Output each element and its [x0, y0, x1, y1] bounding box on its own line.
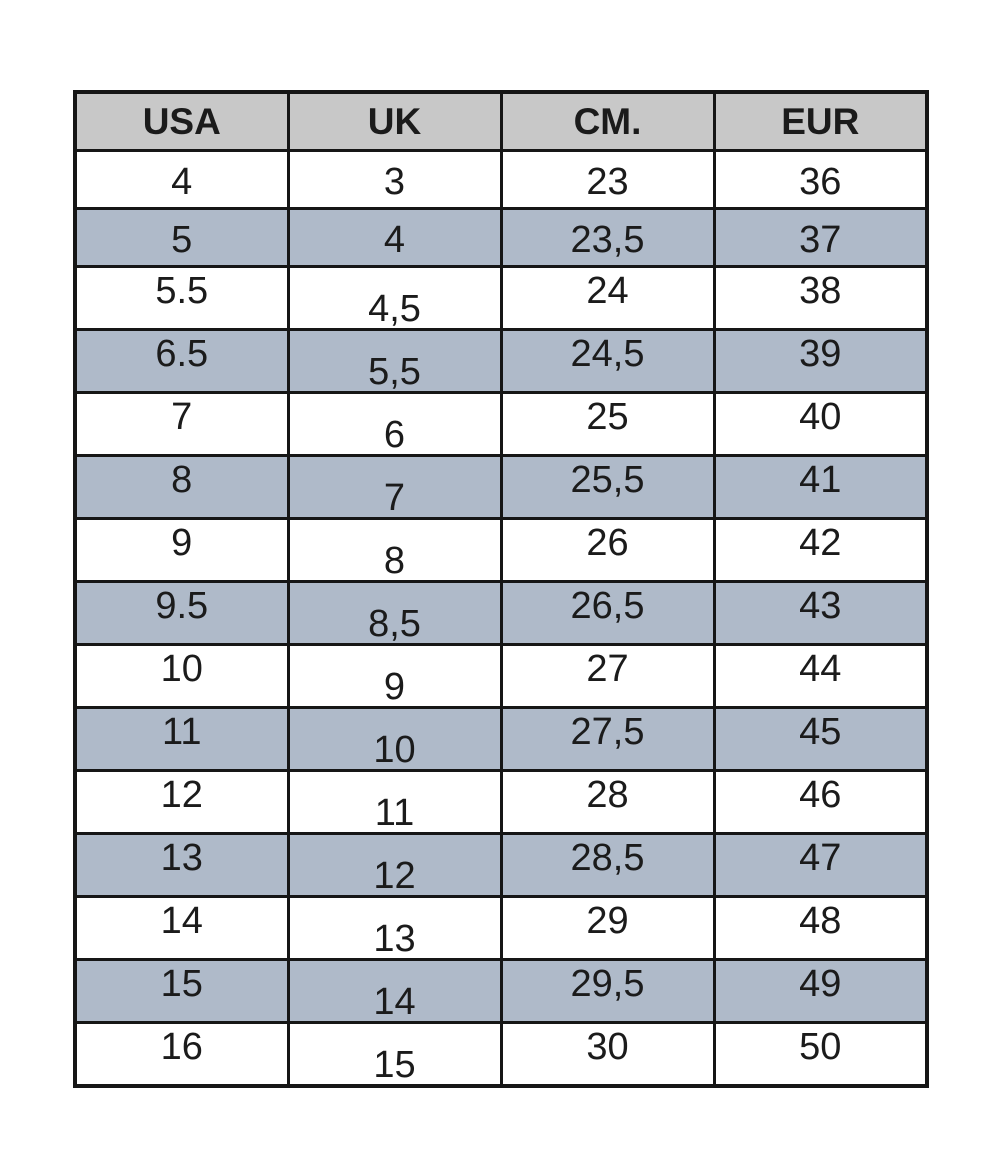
- table-cell: 40: [712, 390, 929, 457]
- table-cell: 13: [286, 894, 503, 961]
- table-cell: 7: [73, 390, 290, 457]
- header-cell-cm: CM.: [499, 90, 716, 152]
- table-cell: 41: [712, 453, 929, 520]
- header-cell-uk: UK: [286, 90, 503, 152]
- table-cell: 4,5: [286, 264, 503, 331]
- table-cell: 5: [73, 206, 290, 268]
- table-cell: 23,5: [499, 206, 716, 268]
- table-row: 13 12 28,5 47: [73, 831, 929, 898]
- table-row: 8 7 25,5 41: [73, 453, 929, 520]
- table-cell: 11: [286, 768, 503, 835]
- table-cell: 5.5: [73, 264, 290, 331]
- table-row: 6.5 5,5 24,5 39: [73, 327, 929, 394]
- table-cell: 48: [712, 894, 929, 961]
- header-cell-usa: USA: [73, 90, 290, 152]
- table-cell: 28: [499, 768, 716, 835]
- table-body: 4 3 23 36 5 4 23,5 37 5.5 4,5 24 38 6.5 5,5 24,5 39 7 6 25…: [73, 148, 929, 1087]
- table-cell: 8,5: [286, 579, 503, 646]
- table-cell: 8: [73, 453, 290, 520]
- table-cell: 24: [499, 264, 716, 331]
- table-cell: 5,5: [286, 327, 503, 394]
- table-cell: 10: [73, 642, 290, 709]
- table-cell: 30: [499, 1020, 716, 1087]
- table-row: 5 4 23,5 37: [73, 206, 929, 268]
- table-cell: 44: [712, 642, 929, 709]
- table-cell: 46: [712, 768, 929, 835]
- table-cell: 42: [712, 516, 929, 583]
- table-cell: 36: [712, 148, 929, 210]
- table-cell: 25: [499, 390, 716, 457]
- size-conversion-table: USA UK CM. EUR 4 3 23 36 5 4 23,5 37 5.5 4,5 24 38 6.5 5…: [73, 90, 929, 1088]
- table-cell: 15: [286, 1020, 503, 1087]
- table-cell: 27: [499, 642, 716, 709]
- table-row: 10 9 27 44: [73, 642, 929, 709]
- table-row: 7 6 25 40: [73, 390, 929, 457]
- table-cell: 28,5: [499, 831, 716, 898]
- table-cell: 47: [712, 831, 929, 898]
- table-header: USA UK CM. EUR: [73, 90, 929, 152]
- table-cell: 11: [73, 705, 290, 772]
- table-cell: 49: [712, 957, 929, 1024]
- table-cell: 39: [712, 327, 929, 394]
- table-cell: 27,5: [499, 705, 716, 772]
- table-cell: 26,5: [499, 579, 716, 646]
- table-cell: 23: [499, 148, 716, 210]
- header-cell-eur: EUR: [712, 90, 929, 152]
- table-cell: 9.5: [73, 579, 290, 646]
- table-row: 14 13 29 48: [73, 894, 929, 961]
- table-row: 4 3 23 36: [73, 148, 929, 210]
- table-cell: 12: [73, 768, 290, 835]
- table-row: 15 14 29,5 49: [73, 957, 929, 1024]
- table-cell: 14: [286, 957, 503, 1024]
- table-cell: 9: [73, 516, 290, 583]
- table-cell: 16: [73, 1020, 290, 1087]
- table-row: 11 10 27,5 45: [73, 705, 929, 772]
- table-cell: 12: [286, 831, 503, 898]
- table-cell: 8: [286, 516, 503, 583]
- table-cell: 29,5: [499, 957, 716, 1024]
- table-cell: 38: [712, 264, 929, 331]
- table-cell: 24,5: [499, 327, 716, 394]
- table-row: 12 11 28 46: [73, 768, 929, 835]
- table-row: 9 8 26 42: [73, 516, 929, 583]
- table-cell: 14: [73, 894, 290, 961]
- table-cell: 4: [73, 148, 290, 210]
- table-cell: 26: [499, 516, 716, 583]
- table-row: 9.5 8,5 26,5 43: [73, 579, 929, 646]
- table-cell: 25,5: [499, 453, 716, 520]
- table-cell: 29: [499, 894, 716, 961]
- table-cell: 13: [73, 831, 290, 898]
- table-row: 5.5 4,5 24 38: [73, 264, 929, 331]
- table-row: 16 15 30 50: [73, 1020, 929, 1087]
- table-cell: 45: [712, 705, 929, 772]
- table-cell: 10: [286, 705, 503, 772]
- table-cell: 43: [712, 579, 929, 646]
- header-row: USA UK CM. EUR: [73, 90, 929, 152]
- table-cell: 37: [712, 206, 929, 268]
- table-cell: 9: [286, 642, 503, 709]
- size-conversion-table-wrap: USA UK CM. EUR 4 3 23 36 5 4 23,5 37 5.5 4,5 24 38 6.5 5…: [73, 90, 929, 1088]
- table-cell: 3: [286, 148, 503, 210]
- table-cell: 15: [73, 957, 290, 1024]
- table-cell: 6: [286, 390, 503, 457]
- table-cell: 6.5: [73, 327, 290, 394]
- table-cell: 50: [712, 1020, 929, 1087]
- table-cell: 7: [286, 453, 503, 520]
- table-cell: 4: [286, 206, 503, 268]
